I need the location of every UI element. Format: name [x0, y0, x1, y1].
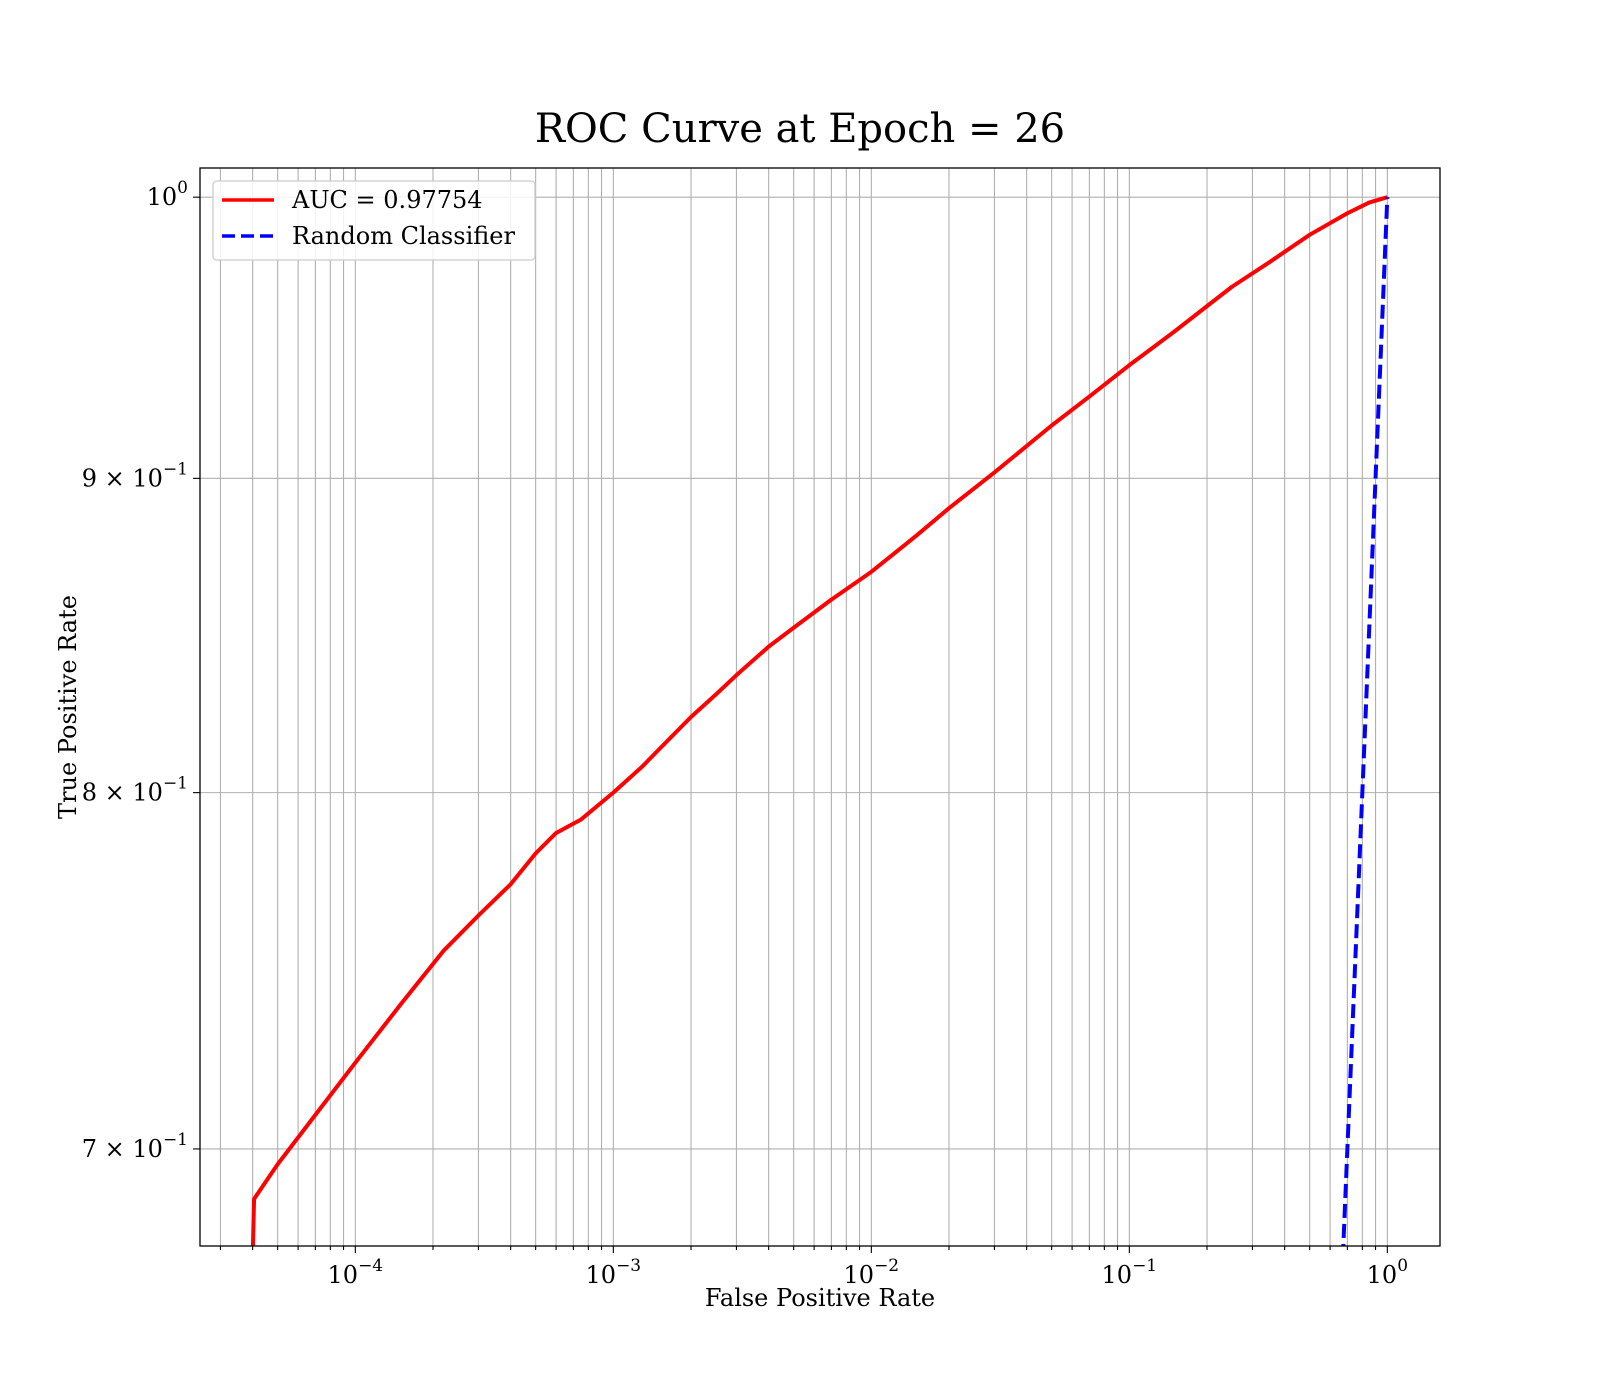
y-axis-ticks: 100 9 × 10−1 8 × 10−1 7 × 10−1 [82, 178, 200, 1163]
x-tick-label: 10−4 [328, 1256, 384, 1289]
x-tick-label: 10−2 [844, 1256, 900, 1289]
x-axis-ticks: 10−4 10−3 10−2 10−1 100 [219, 1246, 1408, 1289]
x-tick-label: 10−3 [586, 1256, 642, 1289]
legend: AUC = 0.97754 Random Classifier [212, 180, 536, 261]
series-layer [250, 195, 1390, 1246]
y-axis-label: True Positive Rate [54, 595, 82, 819]
chart-title: ROC Curve at Epoch = 26 [535, 106, 1065, 152]
y-tick-label: 100 [147, 178, 188, 211]
legend-label-random: Random Classifier [292, 222, 515, 250]
x-tick-label: 10−1 [1102, 1256, 1158, 1289]
x-axis-label: False Positive Rate [705, 1284, 935, 1312]
random-classifier-line [1341, 197, 1390, 1246]
y-tick-label: 9 × 10−1 [82, 459, 188, 492]
plot-frame [199, 167, 1441, 1247]
y-tick-label: 7 × 10−1 [82, 1130, 188, 1163]
y-tick-label: 8 × 10−1 [82, 774, 188, 807]
legend-box [212, 180, 536, 261]
roc-curve-line [250, 195, 1388, 1246]
legend-label-auc: AUC = 0.97754 [291, 186, 483, 214]
x-tick-label: 100 [1367, 1256, 1408, 1289]
grid-lines [200, 168, 1440, 1246]
